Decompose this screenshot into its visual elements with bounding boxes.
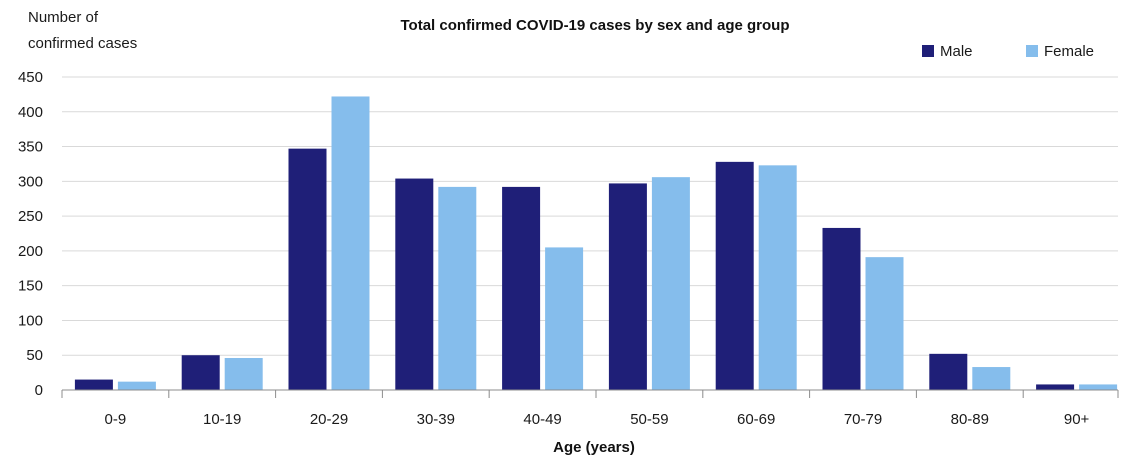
- x-tick-label: 20-29: [310, 411, 348, 428]
- y-tick-label: 0: [35, 382, 43, 399]
- bar-female-90+: [1079, 384, 1118, 390]
- y-axis-title-line-2: confirmed cases: [28, 35, 137, 52]
- bar-male-80-89: [929, 353, 968, 390]
- bar-male-90+: [1036, 384, 1075, 390]
- y-tick-label: 300: [18, 173, 43, 190]
- bar-female-30-39: [438, 186, 477, 390]
- bar-male-40-49: [502, 186, 541, 390]
- x-tick-label: 70-79: [844, 411, 882, 428]
- bar-male-20-29: [288, 148, 327, 390]
- y-tick-label: 50: [26, 347, 43, 364]
- bar-male-30-39: [395, 178, 434, 390]
- y-tick-label: 200: [18, 243, 43, 260]
- chart-title: Total confirmed COVID-19 cases by sex an…: [401, 17, 790, 34]
- bar-male-0-9: [74, 379, 113, 390]
- x-axis: 0-9 10-19 20-29 30-39 40-49 50-59 60-69 70-79 80…: [61, 389, 1119, 428]
- bar-female-70-79: [865, 257, 904, 390]
- x-tick-label: 40-49: [523, 411, 561, 428]
- x-tick-label: 80-89: [951, 411, 989, 428]
- x-tick-label: 50-59: [630, 411, 668, 428]
- bar-female-80-89: [972, 367, 1011, 390]
- x-tick-label: 0-9: [105, 411, 127, 428]
- gridlines: [62, 76, 1118, 356]
- x-tick-label: 60-69: [737, 411, 775, 428]
- bar-male-60-69: [715, 161, 754, 390]
- bar-male-50-59: [608, 183, 647, 390]
- y-tick-label: 250: [18, 208, 43, 225]
- bars: [74, 96, 1118, 390]
- y-axis-ticks: 0 50 100 150 200 250 300 350 400 450: [18, 69, 43, 399]
- legend: Male Female: [922, 43, 1094, 60]
- legend-label-female: Female: [1044, 43, 1094, 60]
- x-tick-label: 10-19: [203, 411, 241, 428]
- y-tick-label: 100: [18, 312, 43, 329]
- bar-male-10-19: [181, 355, 220, 390]
- y-tick-label: 450: [18, 69, 43, 86]
- bar-female-50-59: [651, 177, 690, 390]
- bar-male-70-79: [822, 227, 861, 390]
- legend-label-male: Male: [940, 43, 973, 60]
- y-axis-title-line-1: Number of: [28, 9, 99, 26]
- bar-female-20-29: [331, 96, 370, 390]
- x-axis-title: Age (years): [553, 439, 635, 456]
- bar-female-60-69: [758, 165, 797, 390]
- legend-swatch-male: [922, 45, 934, 57]
- bar-female-40-49: [545, 247, 584, 390]
- bar-female-0-9: [117, 381, 156, 390]
- y-tick-label: 150: [18, 278, 43, 295]
- x-tick-label: 90+: [1064, 411, 1090, 428]
- bar-female-10-19: [224, 358, 263, 390]
- y-tick-label: 350: [18, 139, 43, 156]
- x-tick-label: 30-39: [417, 411, 455, 428]
- y-tick-label: 400: [18, 104, 43, 121]
- legend-swatch-female: [1026, 45, 1038, 57]
